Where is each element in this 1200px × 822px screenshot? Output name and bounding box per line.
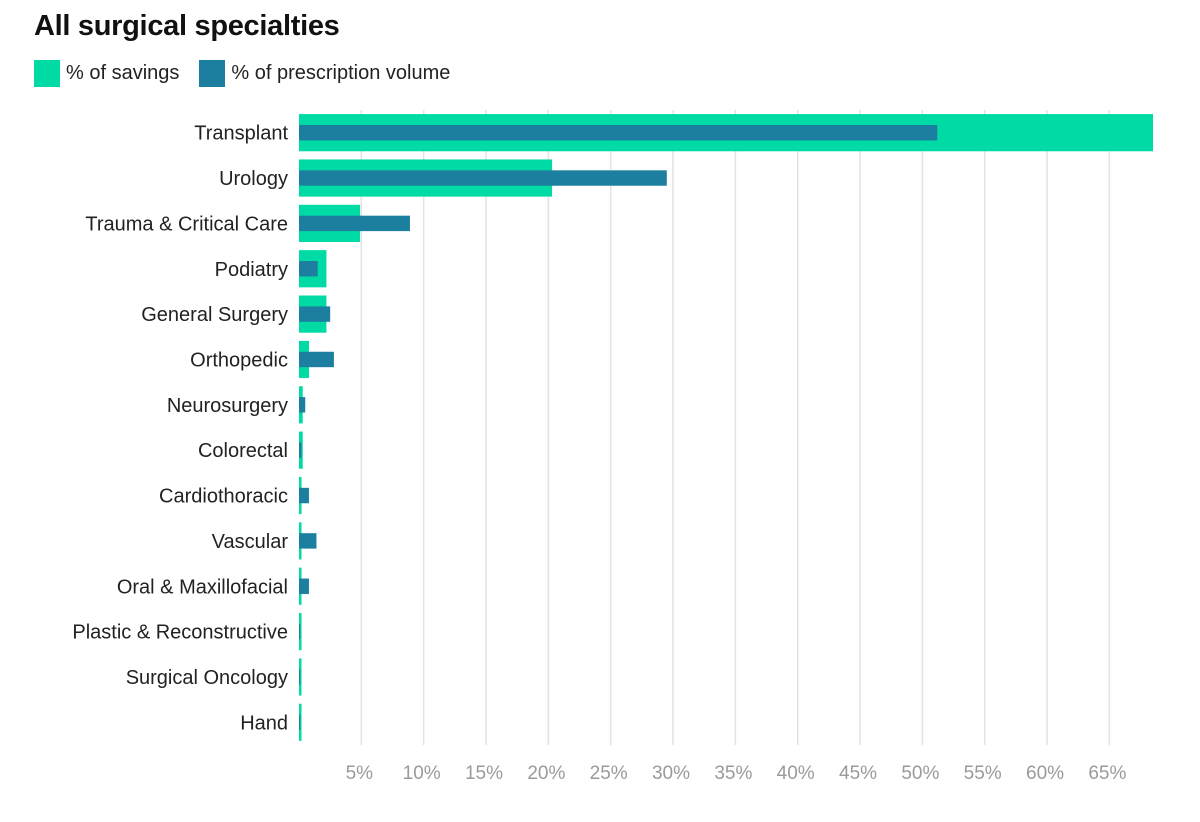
x-tick-label: 55% bbox=[964, 763, 1002, 784]
x-tick-label: 50% bbox=[901, 763, 939, 784]
x-tick-label: 25% bbox=[590, 763, 628, 784]
bar-volume bbox=[299, 533, 317, 549]
bar-volume bbox=[299, 306, 331, 322]
bar-volume bbox=[299, 714, 301, 731]
category-label: Cardiothoracic bbox=[159, 486, 288, 508]
category-label: Neurosurgery bbox=[167, 395, 288, 417]
bar-volume bbox=[299, 487, 309, 504]
legend-label-savings: % of savings bbox=[66, 62, 180, 84]
bar-volume bbox=[299, 623, 301, 640]
chart-legend: % of savings % of prescription volume bbox=[34, 60, 470, 87]
category-label: Colorectal bbox=[198, 440, 288, 462]
legend-label-volume: % of prescription volume bbox=[231, 62, 451, 84]
x-tick-label: 45% bbox=[839, 763, 877, 784]
bar-volume bbox=[299, 669, 301, 685]
legend-swatch-volume bbox=[199, 60, 226, 87]
x-tick-label: 35% bbox=[714, 763, 752, 784]
x-tick-label: 5% bbox=[346, 763, 374, 784]
x-tick-label: 60% bbox=[1026, 763, 1064, 784]
category-label: Orthopedic bbox=[190, 349, 288, 371]
x-tick-label: 30% bbox=[652, 763, 690, 784]
bar-volume bbox=[299, 578, 309, 594]
x-tick-label: 10% bbox=[403, 763, 441, 784]
bar-volume bbox=[299, 397, 306, 413]
bar-volume bbox=[299, 442, 302, 458]
category-label: Plastic & Reconstructive bbox=[72, 622, 288, 644]
category-label: Trauma & Critical Care bbox=[85, 213, 288, 235]
legend-swatch-savings bbox=[34, 60, 60, 87]
bar-volume bbox=[299, 215, 410, 232]
category-label: Hand bbox=[240, 712, 288, 734]
category-label: Oral & Maxillofacial bbox=[117, 576, 288, 598]
category-label: Urology bbox=[219, 168, 288, 190]
category-label: Surgical Oncology bbox=[126, 667, 288, 689]
legend-item-volume: % of prescription volume bbox=[199, 60, 450, 87]
legend-item-savings: % of savings bbox=[34, 60, 179, 87]
bar-volume bbox=[299, 124, 938, 141]
chart-title: All surgical specialties bbox=[34, 10, 340, 42]
category-label: Vascular bbox=[212, 531, 289, 553]
x-tick-label: 65% bbox=[1088, 763, 1126, 784]
category-label: General Surgery bbox=[141, 304, 288, 326]
x-tick-label: 15% bbox=[465, 763, 503, 784]
bar-volume bbox=[299, 170, 667, 186]
x-tick-label: 40% bbox=[777, 763, 815, 784]
category-label: Transplant bbox=[194, 123, 288, 145]
bar-volume bbox=[299, 351, 334, 368]
bar-volume bbox=[299, 261, 318, 277]
category-label: Podiatry bbox=[215, 259, 288, 281]
x-tick-label: 20% bbox=[527, 763, 565, 784]
